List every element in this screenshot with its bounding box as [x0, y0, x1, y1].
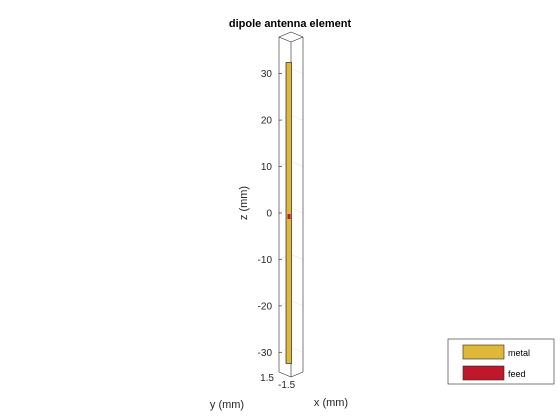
z-gridline — [290, 207, 304, 214]
metal-strip — [285, 62, 292, 364]
z-axis-ticks: 30 20 10 0 -10 -20 -30 — [258, 69, 282, 359]
z-gridline — [290, 300, 304, 307]
box-top-edge-front-right — [290, 36, 304, 43]
legend-metal-swatch — [462, 344, 505, 360]
legend-feed-swatch — [462, 365, 505, 381]
z-tick-label: 0 — [266, 209, 272, 220]
z-tick-label: -30 — [258, 348, 273, 359]
feed-point — [287, 214, 291, 219]
box-top-edge-left — [278, 31, 292, 38]
z-tick-label: -10 — [258, 255, 273, 266]
z-tick-label: 20 — [261, 116, 273, 127]
z-gridline — [290, 68, 304, 74]
legend-feed-label: feed — [508, 369, 526, 379]
z-tick-label: 10 — [261, 162, 273, 173]
z-tick-label: 30 — [261, 69, 273, 80]
figure-title: dipole antenna element — [229, 18, 352, 30]
legend-metal-label: metal — [508, 348, 530, 358]
z-gridline — [290, 347, 304, 353]
z-tick-label: -20 — [258, 301, 273, 312]
x-axis-label: x (mm) — [314, 397, 348, 409]
legend: metal feed — [447, 338, 555, 385]
y-axis-tick-label: 1.5 — [260, 373, 274, 384]
z-gridline — [290, 254, 304, 260]
y-axis-label: y (mm) — [210, 399, 244, 411]
box-top-edge-right — [290, 31, 304, 38]
box-top-edge-front-left — [278, 36, 292, 43]
x-axis-tick-label: -1.5 — [278, 380, 296, 391]
z-gridline — [290, 161, 304, 167]
box-bottom-edge-right — [290, 371, 304, 378]
z-gridline — [290, 114, 304, 121]
z-axis-label: z (mm) — [238, 186, 250, 220]
box-bottom-edge-left — [278, 371, 292, 378]
